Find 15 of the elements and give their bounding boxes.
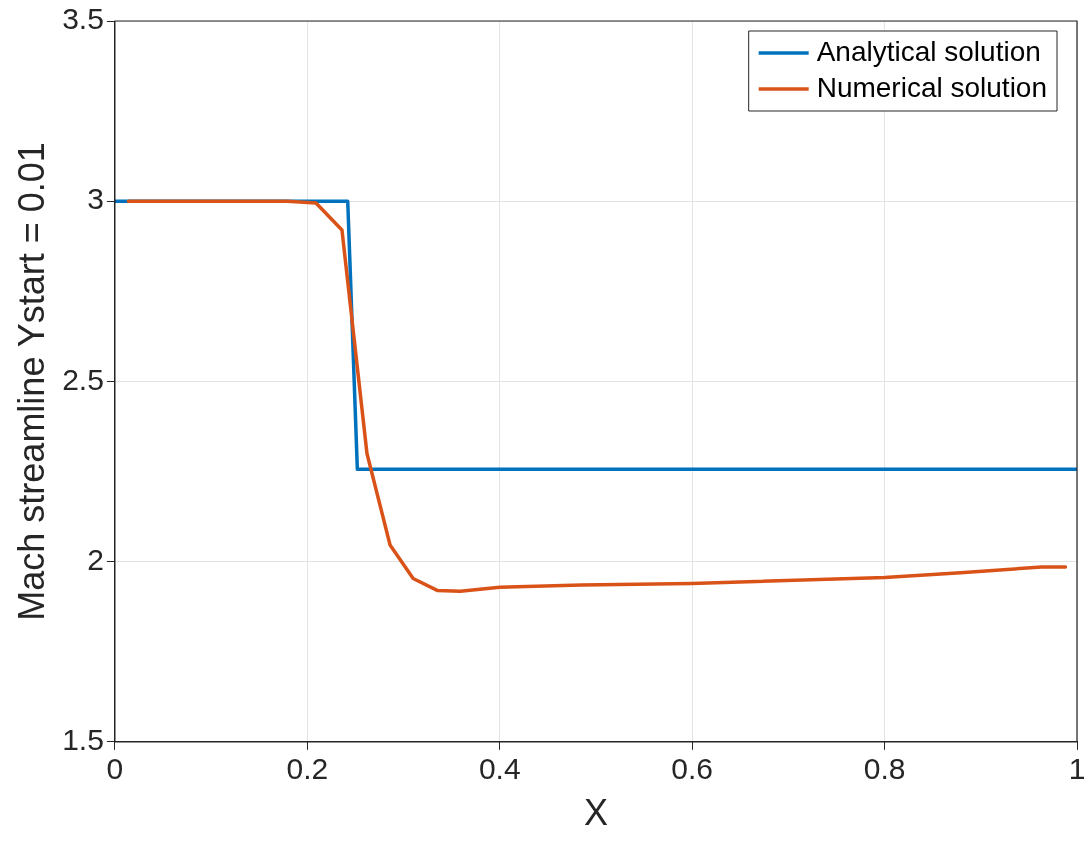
x-axis-title: X xyxy=(583,792,608,834)
x-tick-label: 0.2 xyxy=(286,752,329,786)
y-tick-label: 2.5 xyxy=(62,362,104,396)
legend-label: Analytical solution xyxy=(816,35,1041,67)
x-tick-label: 0.6 xyxy=(671,752,714,786)
y-axis-title: Mach streamline Ystart = 0.01 xyxy=(10,142,52,621)
y-tick-label: 2 xyxy=(87,542,104,576)
x-tick-label: 0 xyxy=(106,752,124,786)
y-tick-label: 3 xyxy=(87,182,104,216)
x-tick-label: 1 xyxy=(1068,752,1086,786)
y-tick-label: 3.5 xyxy=(62,2,104,36)
y-tick-label: 1.5 xyxy=(62,723,104,757)
x-tick-label: 0.4 xyxy=(478,752,521,786)
x-tick-label: 0.8 xyxy=(863,752,906,786)
legend-label: Numerical solution xyxy=(816,71,1048,103)
